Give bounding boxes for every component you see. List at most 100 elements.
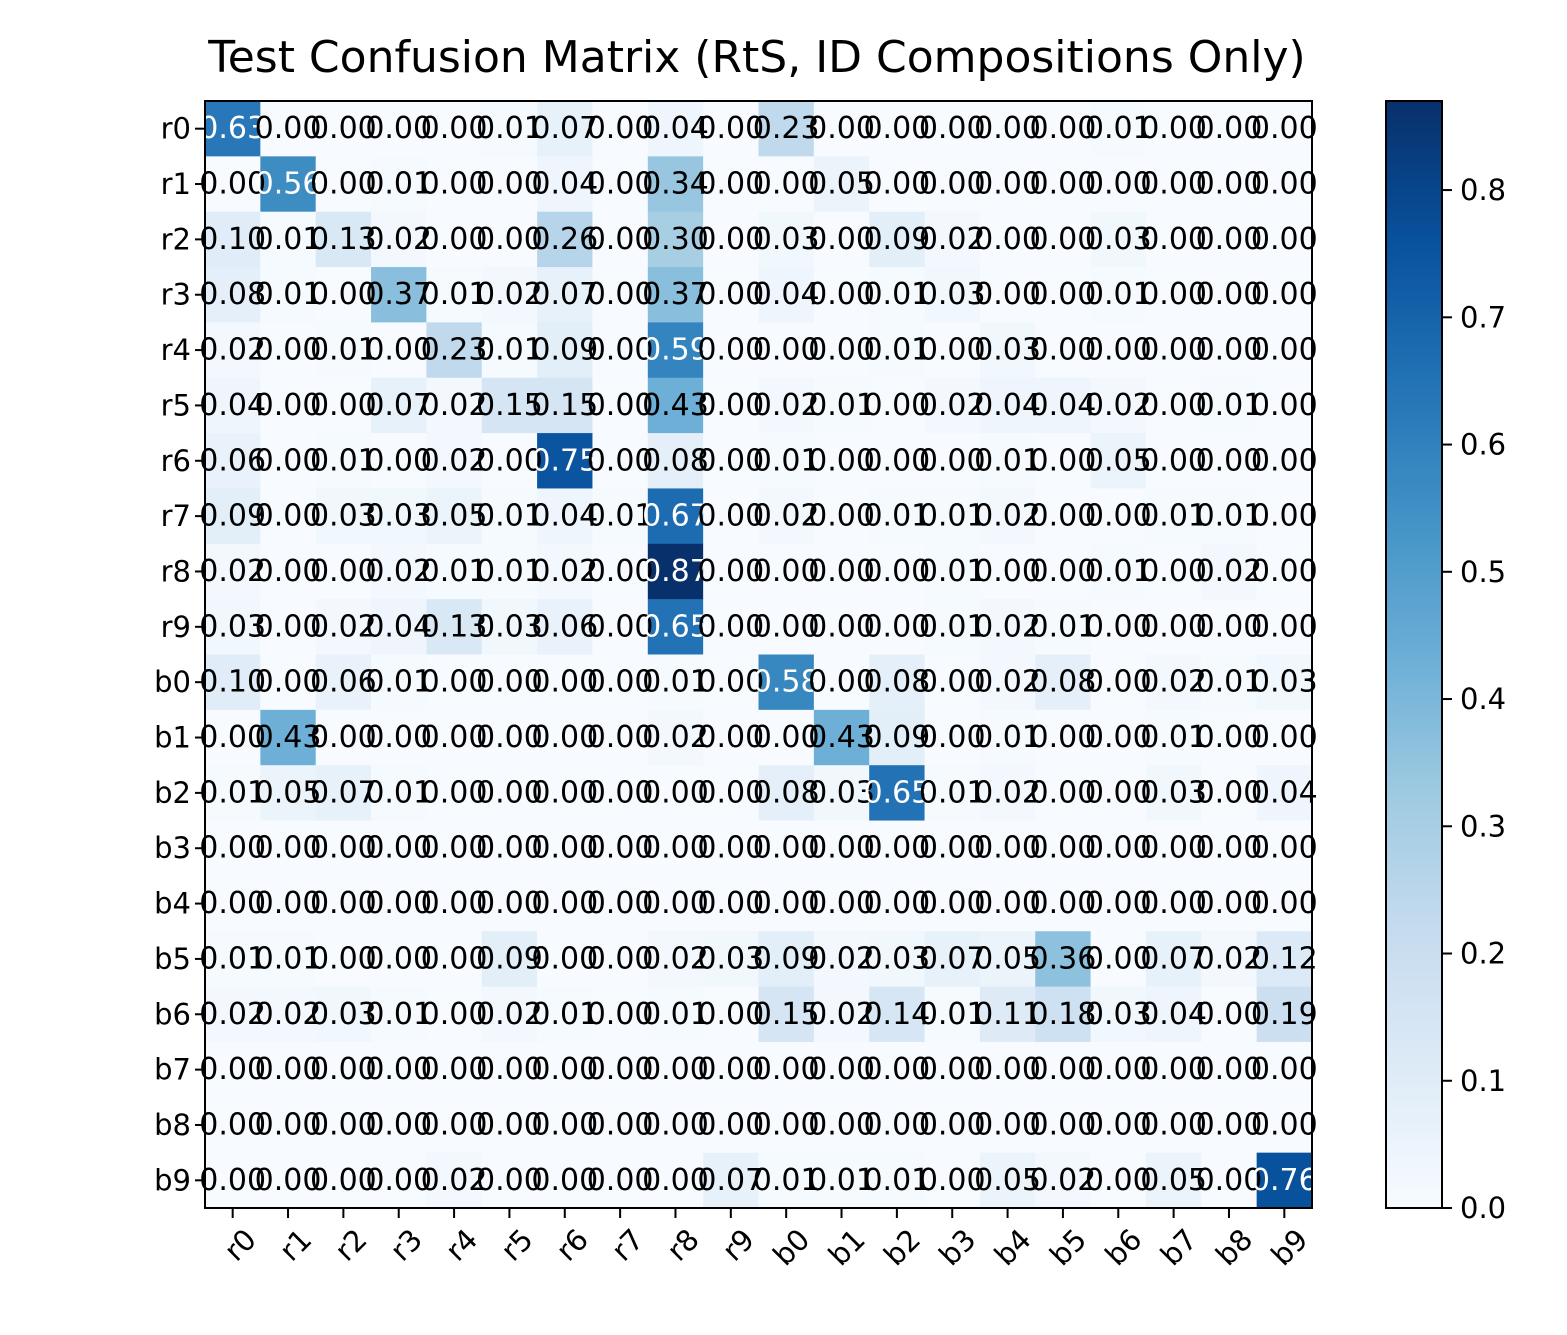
cell-value-r6-r2: 0.01 xyxy=(310,443,377,478)
heatmap-cell-r0-r2 xyxy=(315,101,372,157)
cell-value-b4-b9: 0.00 xyxy=(1251,886,1318,921)
cell-value-r5-r4: 0.02 xyxy=(421,388,488,423)
cell-value-b8-b4: 0.00 xyxy=(974,1107,1041,1142)
heatmap-cell-b2-b8 xyxy=(1201,765,1258,822)
heatmap-cell-b2-b4 xyxy=(979,765,1036,822)
cell-value-r0-b8: 0.00 xyxy=(1196,111,1263,146)
cell-value-r4-b1: 0.00 xyxy=(808,333,875,368)
heatmap-cell-b0-b7 xyxy=(1145,654,1202,711)
heatmap-cell-r1-r2 xyxy=(315,156,372,213)
cell-value-b1-b0: 0.00 xyxy=(753,720,820,755)
heatmap-cell-b2-r1 xyxy=(260,765,317,822)
cell-value-r2-r7: 0.00 xyxy=(587,222,654,257)
cell-value-r8-b4: 0.00 xyxy=(974,554,1041,589)
heatmap-cell-b9-b7 xyxy=(1145,1152,1202,1209)
cell-value-b7-b9: 0.00 xyxy=(1251,1052,1318,1087)
heatmap-cell-b9-b0 xyxy=(758,1152,815,1209)
heatmap-cell-b5-b7 xyxy=(1145,931,1202,988)
cell-value-r0-r7: 0.00 xyxy=(587,111,654,146)
heatmap-cell-r5-b2 xyxy=(869,377,926,434)
x-tick-label-r2: r2 xyxy=(328,1222,374,1268)
heatmap-cell-r3-r2 xyxy=(315,267,372,323)
heatmap-cell-b0-r9 xyxy=(703,654,760,711)
cell-value-b0-b8: 0.01 xyxy=(1196,665,1263,700)
cell-value-b5-b7: 0.07 xyxy=(1140,941,1207,976)
cell-value-r3-b6: 0.01 xyxy=(1085,277,1152,312)
colorbar-tick-label-0.2: 0.2 xyxy=(1460,937,1506,971)
cell-value-b0-r6: 0.00 xyxy=(531,665,598,700)
heatmap-cell-b3-r4 xyxy=(426,820,483,877)
heatmap-cell-r6-b5 xyxy=(1035,433,1092,490)
heatmap-cell-b2-r4 xyxy=(426,765,483,822)
heatmap-cell-b0-b2 xyxy=(869,654,926,711)
heatmap-cell-b9-r1 xyxy=(260,1152,317,1209)
x-tick-label-b6: b6 xyxy=(1098,1222,1148,1272)
cell-value-r1-b9: 0.00 xyxy=(1251,167,1318,202)
cell-value-r3-b9: 0.00 xyxy=(1251,277,1318,312)
cell-value-b2-b6: 0.00 xyxy=(1085,775,1152,810)
heatmap-cell-b5-r8 xyxy=(647,931,704,988)
cell-value-r1-r9: 0.00 xyxy=(697,167,764,202)
cell-value-b1-r0: 0.00 xyxy=(199,720,266,755)
cell-value-b2-r8: 0.00 xyxy=(642,775,709,810)
cell-value-b0-r8: 0.01 xyxy=(642,665,709,700)
heatmap-cell-b9-r4 xyxy=(426,1152,483,1209)
x-tick-label-b5: b5 xyxy=(1043,1222,1093,1272)
y-tick-label-b1: b1 xyxy=(154,721,191,755)
cell-value-r6-b1: 0.00 xyxy=(808,443,875,478)
x-tick-label-b3: b3 xyxy=(932,1222,982,1272)
cell-value-b4-r9: 0.00 xyxy=(697,886,764,921)
y-tick-label-b0: b0 xyxy=(154,665,191,699)
heatmap-cell-b3-r6 xyxy=(537,820,594,877)
cell-value-b5-b1: 0.02 xyxy=(808,941,875,976)
heatmap-cell-r9-b1 xyxy=(813,599,870,656)
heatmap-cell-r4-b6 xyxy=(1090,322,1147,379)
heatmap-cell-b3-b8 xyxy=(1201,820,1258,877)
cell-value-b9-r1: 0.00 xyxy=(255,1163,322,1198)
cell-value-r2-r0: 0.10 xyxy=(199,222,266,257)
cell-value-r5-b2: 0.00 xyxy=(863,388,930,423)
heatmap-cell-r8-r4 xyxy=(426,543,483,600)
heatmap-cell-b9-r3 xyxy=(371,1152,427,1209)
cell-value-r3-r7: 0.00 xyxy=(587,277,654,312)
cell-value-b8-b8: 0.00 xyxy=(1196,1107,1263,1142)
cell-value-r1-r5: 0.00 xyxy=(476,167,543,202)
heatmap-cell-r4-r0 xyxy=(205,322,261,379)
heatmap-cell-r6-b1 xyxy=(813,433,870,490)
cell-value-b6-r0: 0.02 xyxy=(199,997,266,1032)
heatmap-cell-r6-b8 xyxy=(1201,433,1258,490)
heatmap-cell-b7-r5 xyxy=(481,1041,538,1098)
cell-value-r0-r6: 0.07 xyxy=(531,111,598,146)
cell-value-b3-r2: 0.00 xyxy=(310,831,377,866)
heatmap-cell-r1-b4 xyxy=(979,156,1036,213)
cell-value-r9-r7: 0.00 xyxy=(587,609,654,644)
cell-value-b2-b3: 0.01 xyxy=(919,775,986,810)
cell-value-b8-b5: 0.00 xyxy=(1030,1107,1097,1142)
heatmap-cell-r5-b8 xyxy=(1201,377,1258,434)
cell-value-b7-r4: 0.00 xyxy=(421,1052,488,1087)
cell-value-b3-r6: 0.00 xyxy=(531,831,598,866)
heatmap-cell-b4-b8 xyxy=(1201,875,1258,932)
cell-value-r8-b5: 0.00 xyxy=(1030,554,1097,589)
heatmap-cell-b7-b5 xyxy=(1035,1041,1092,1098)
cell-value-r5-b6: 0.02 xyxy=(1085,388,1152,423)
cell-value-r8-r6: 0.02 xyxy=(531,554,598,589)
heatmap-cell-b6-r0 xyxy=(205,986,261,1043)
cell-value-b8-r9: 0.00 xyxy=(697,1107,764,1142)
heatmap-cell-b2-r9 xyxy=(703,765,760,822)
cell-value-r3-r6: 0.07 xyxy=(531,277,598,312)
cell-value-r6-r7: 0.00 xyxy=(587,443,654,478)
heatmap-cell-r2-r1 xyxy=(260,211,317,268)
heatmap-cell-r0-b4 xyxy=(979,101,1036,157)
heatmap-cell-b2-r8 xyxy=(647,765,704,822)
cell-value-r5-r9: 0.00 xyxy=(697,388,764,423)
heatmap-cell-b3-b1 xyxy=(813,820,870,877)
heatmap-cell-r7-r7 xyxy=(592,488,649,545)
heatmap-cell-r2-r9 xyxy=(703,211,760,268)
cell-value-r9-r3: 0.04 xyxy=(365,609,432,644)
heatmap-cell-r2-b1 xyxy=(813,211,870,268)
heatmap-cell-b6-b1 xyxy=(813,986,870,1043)
heatmap-cell-b2-b0 xyxy=(758,765,815,822)
cell-value-b5-r7: 0.00 xyxy=(587,941,654,976)
heatmap-cell-b3-b7 xyxy=(1145,820,1202,877)
